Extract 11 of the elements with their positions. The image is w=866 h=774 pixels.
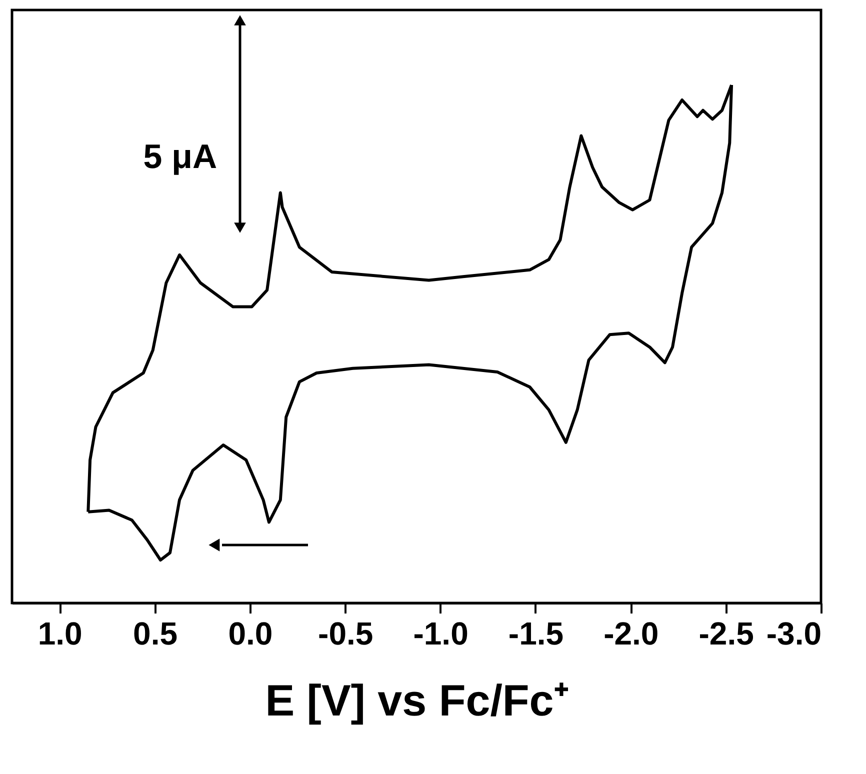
x-tick-label: 0.5: [133, 616, 178, 652]
x-tick-label: 0.0: [228, 616, 273, 652]
x-tick-label: -1.0: [413, 616, 468, 652]
annotation: 5 μA: [143, 138, 217, 176]
x-tick-label: -3.0: [766, 616, 822, 652]
x-tick-label: -2.5: [698, 616, 754, 652]
x-tick-label: -1.5: [508, 616, 564, 652]
x-tick-label: 1.0: [38, 616, 82, 652]
x-tick-label: -0.5: [318, 616, 374, 652]
x-axis-title: E [V] vs Fc/Fc⁺: [265, 676, 569, 726]
x-tick-label: -2.0: [604, 616, 659, 652]
